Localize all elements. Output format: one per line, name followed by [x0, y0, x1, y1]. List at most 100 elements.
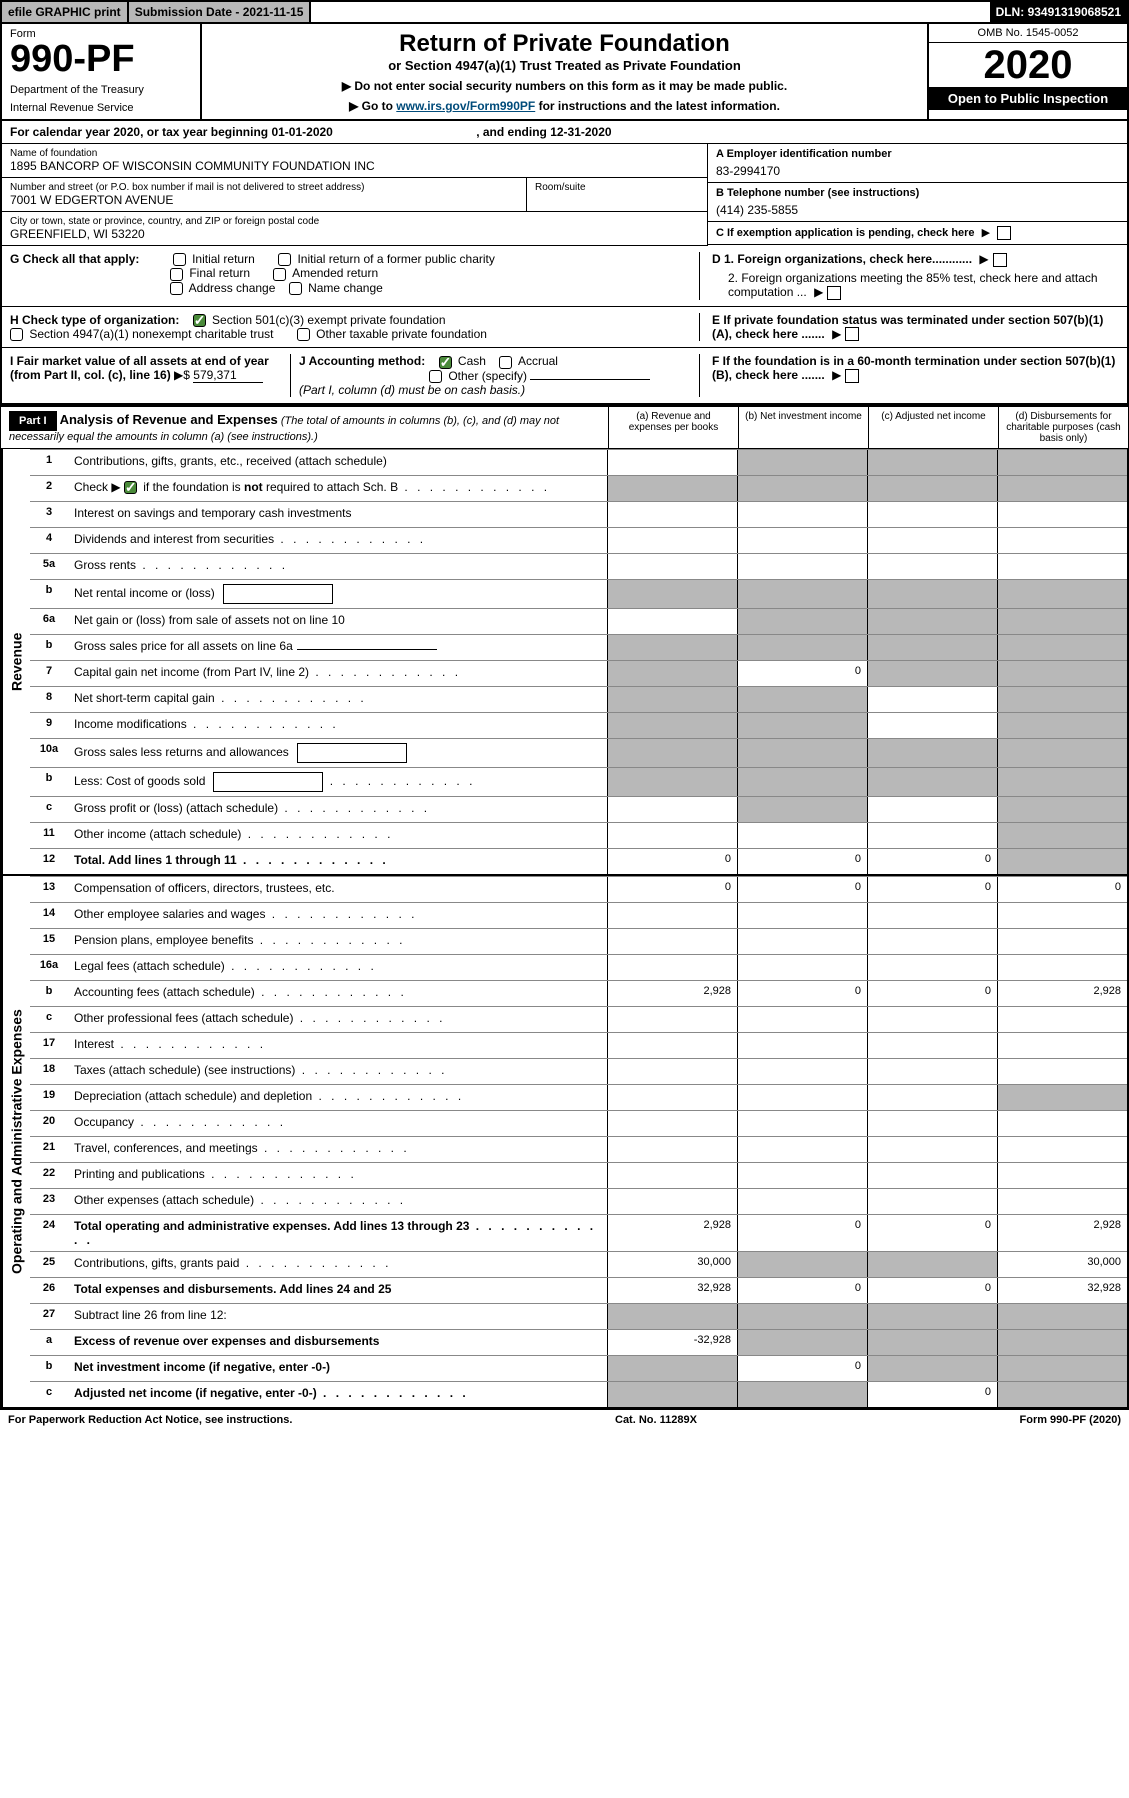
- amount-cell: [997, 687, 1127, 712]
- checkbox-e[interactable]: [845, 327, 859, 341]
- amount-cell: [997, 713, 1127, 738]
- amount-cell: [737, 739, 867, 767]
- amount-cell: [607, 797, 737, 822]
- amount-cell: 0: [737, 1215, 867, 1251]
- line-desc: Contributions, gifts, grants, etc., rece…: [68, 450, 607, 475]
- checkbox-other-method[interactable]: [429, 370, 442, 383]
- form-ref: Form 990-PF (2020): [1020, 1414, 1121, 1426]
- checkbox-initial-former[interactable]: [278, 253, 291, 266]
- exemption-pending-cell: C If exemption application is pending, c…: [708, 222, 1127, 245]
- cat-no: Cat. No. 11289X: [615, 1414, 697, 1426]
- amount-cell: [737, 1137, 867, 1162]
- opex-side-label: Operating and Administrative Expenses: [2, 876, 30, 1407]
- checkbox-c[interactable]: [997, 226, 1011, 240]
- amount-cell: [867, 450, 997, 475]
- part1-label: Part I: [9, 411, 57, 431]
- col-d-head: (d) Disbursements for charitable purpose…: [998, 407, 1128, 448]
- line-number: 21: [30, 1137, 68, 1162]
- amount-cell: [997, 554, 1127, 579]
- checkbox-cash[interactable]: [439, 356, 452, 369]
- amount-cell: [997, 739, 1127, 767]
- line-number: b: [30, 635, 68, 660]
- line-number: 14: [30, 903, 68, 928]
- part1-header-row: Part I Analysis of Revenue and Expenses …: [0, 405, 1129, 449]
- amount-cell: [997, 768, 1127, 796]
- line-desc: Compensation of officers, directors, tru…: [68, 877, 607, 902]
- amount-cell: [607, 609, 737, 634]
- dln: DLN: 93491319068521: [990, 2, 1127, 22]
- inline-amount-box[interactable]: [213, 772, 323, 792]
- checkbox-other-taxable[interactable]: [297, 328, 310, 341]
- checkbox-name-change[interactable]: [289, 282, 302, 295]
- amount-cell: [867, 713, 997, 738]
- amount-cell: [867, 768, 997, 796]
- checkbox-d1[interactable]: [993, 253, 1007, 267]
- inline-amount-box[interactable]: [297, 743, 407, 763]
- amount-cell: [997, 1085, 1127, 1110]
- table-row: 21Travel, conferences, and meetings: [30, 1136, 1127, 1162]
- amount-cell: [607, 554, 737, 579]
- amount-cell: [997, 528, 1127, 553]
- tax-year: 2020: [929, 43, 1127, 87]
- line-desc: Total operating and administrative expen…: [68, 1215, 607, 1251]
- form-number: 990-PF: [10, 40, 192, 78]
- amount-cell: [867, 554, 997, 579]
- amount-cell: [997, 1007, 1127, 1032]
- checkbox-initial-return[interactable]: [173, 253, 186, 266]
- line-desc: Gross sales price for all assets on line…: [68, 635, 607, 660]
- inline-amount-line[interactable]: [297, 649, 437, 650]
- checkbox-address-change[interactable]: [170, 282, 183, 295]
- line-desc: Other expenses (attach schedule): [68, 1189, 607, 1214]
- line-number: c: [30, 797, 68, 822]
- table-row: 13Compensation of officers, directors, t…: [30, 876, 1127, 902]
- line-desc: Gross profit or (loss) (attach schedule): [68, 797, 607, 822]
- amount-cell: [737, 1382, 867, 1407]
- calendar-year-row: For calendar year 2020, or tax year begi…: [0, 121, 1129, 144]
- amount-cell: [997, 903, 1127, 928]
- amount-cell: [737, 955, 867, 980]
- amount-cell: 2,928: [997, 981, 1127, 1006]
- line-desc: Total expenses and disbursements. Add li…: [68, 1278, 607, 1303]
- amount-cell: [867, 1304, 997, 1329]
- checkbox-d2[interactable]: [827, 286, 841, 300]
- form990pf-link[interactable]: www.irs.gov/Form990PF: [396, 99, 535, 113]
- table-row: 8Net short-term capital gain: [30, 686, 1127, 712]
- form-header: Form 990-PF Department of the Treasury I…: [0, 24, 1129, 121]
- checkbox-schb[interactable]: [124, 481, 137, 494]
- page-footer: For Paperwork Reduction Act Notice, see …: [0, 1409, 1129, 1430]
- line-number: 27: [30, 1304, 68, 1329]
- amount-cell: [997, 1189, 1127, 1214]
- line-number: 18: [30, 1059, 68, 1084]
- open-inspection: Open to Public Inspection: [929, 87, 1127, 110]
- address-cell: Number and street (or P.O. box number if…: [2, 178, 527, 212]
- table-row: 18Taxes (attach schedule) (see instructi…: [30, 1058, 1127, 1084]
- table-row: 5aGross rents: [30, 553, 1127, 579]
- amount-cell: [737, 476, 867, 501]
- inline-amount-box[interactable]: [223, 584, 333, 604]
- omb-number: OMB No. 1545-0052: [929, 24, 1127, 43]
- amount-cell: [737, 1059, 867, 1084]
- part1-table: Revenue 1Contributions, gifts, grants, e…: [0, 449, 1129, 1409]
- line-number: 4: [30, 528, 68, 553]
- amount-cell: [997, 635, 1127, 660]
- form-title: Return of Private Foundation: [222, 30, 907, 58]
- line-number: c: [30, 1007, 68, 1032]
- checkbox-final-return[interactable]: [170, 268, 183, 281]
- table-row: 20Occupancy: [30, 1110, 1127, 1136]
- amount-cell: [607, 1163, 737, 1188]
- amount-cell: [607, 1137, 737, 1162]
- amount-cell: 0: [737, 1278, 867, 1303]
- amount-cell: [607, 1059, 737, 1084]
- checkbox-501c3[interactable]: [193, 314, 206, 327]
- amount-cell: [867, 1356, 997, 1381]
- checkbox-f[interactable]: [845, 369, 859, 383]
- amount-cell: [867, 797, 997, 822]
- checkbox-amended[interactable]: [273, 268, 286, 281]
- checkbox-accrual[interactable]: [499, 356, 512, 369]
- table-row: aExcess of revenue over expenses and dis…: [30, 1329, 1127, 1355]
- amount-cell: [997, 823, 1127, 848]
- checkbox-4947[interactable]: [10, 328, 23, 341]
- efile-label[interactable]: efile GRAPHIC print: [2, 2, 129, 22]
- line-desc: Net short-term capital gain: [68, 687, 607, 712]
- line-number: 17: [30, 1033, 68, 1058]
